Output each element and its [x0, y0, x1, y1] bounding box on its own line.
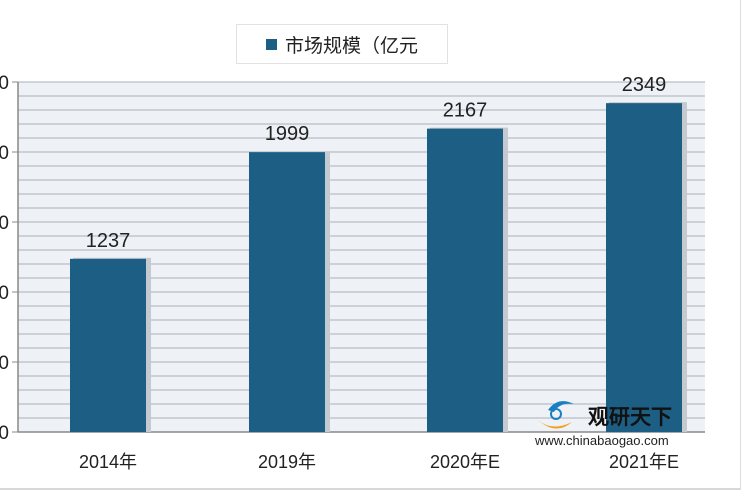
watermark-brand: 观研天下: [588, 406, 672, 429]
data-label: 1999: [265, 123, 310, 145]
x-tick-label: 2020年E: [430, 452, 500, 472]
data-label: 1237: [86, 230, 131, 252]
bar: [606, 103, 682, 432]
bar: [249, 152, 325, 432]
y-tick-label: 500: [0, 353, 9, 374]
legend-label: 市场规模（亿元: [284, 35, 418, 57]
data-label: 2167: [443, 100, 488, 122]
x-tick-label: 2014年: [79, 452, 137, 472]
logo-swirl-icon: [550, 408, 562, 420]
y-tick-label: 0: [0, 423, 9, 444]
legend: 市场规模（亿元: [236, 24, 448, 64]
y-tick-label: 1500: [0, 213, 9, 234]
y-tick-label: 2500: [0, 73, 9, 94]
bar: [70, 258, 146, 432]
logo-swirl-icon: [538, 420, 572, 429]
y-tick-label: 2000: [0, 143, 9, 164]
y-tick-label: 1000: [0, 283, 9, 304]
legend-swatch: [265, 38, 277, 50]
bar: [427, 128, 503, 432]
data-label: 2349: [622, 74, 667, 96]
x-tick-label: 2021年E: [609, 452, 679, 472]
watermark-url: www.chinabaogao.com: [534, 433, 669, 448]
x-tick-label: 2019年: [258, 452, 316, 472]
